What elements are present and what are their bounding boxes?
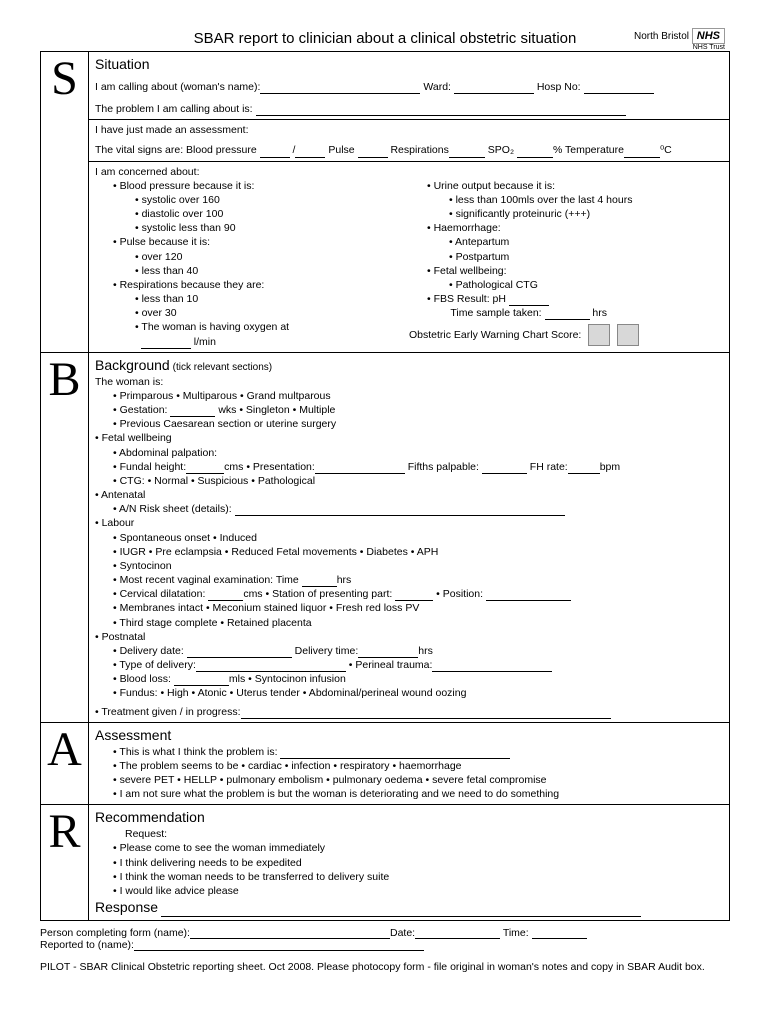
score-box-1 (588, 324, 610, 346)
letter-s: S (41, 52, 89, 353)
score-box-2 (617, 324, 639, 346)
letter-r: R (41, 805, 89, 921)
form-footer: Person completing form (name):Date: Time… (40, 927, 730, 973)
sbar-form: S Situation I am calling about (woman's … (40, 51, 730, 921)
situation-section: Situation I am calling about (woman's na… (89, 52, 730, 353)
letter-a: A (41, 722, 89, 805)
background-section: Background (tick relevant sections) The … (89, 352, 730, 722)
assessment-section: Assessment This is what I think the prob… (89, 722, 730, 805)
page-title: SBAR report to clinician about a clinica… (40, 30, 730, 47)
recommendation-section: Recommendation Request: Please come to s… (89, 805, 730, 921)
letter-b: B (41, 352, 89, 722)
nhs-logo: North Bristol NHS NHS Trust (634, 28, 725, 51)
